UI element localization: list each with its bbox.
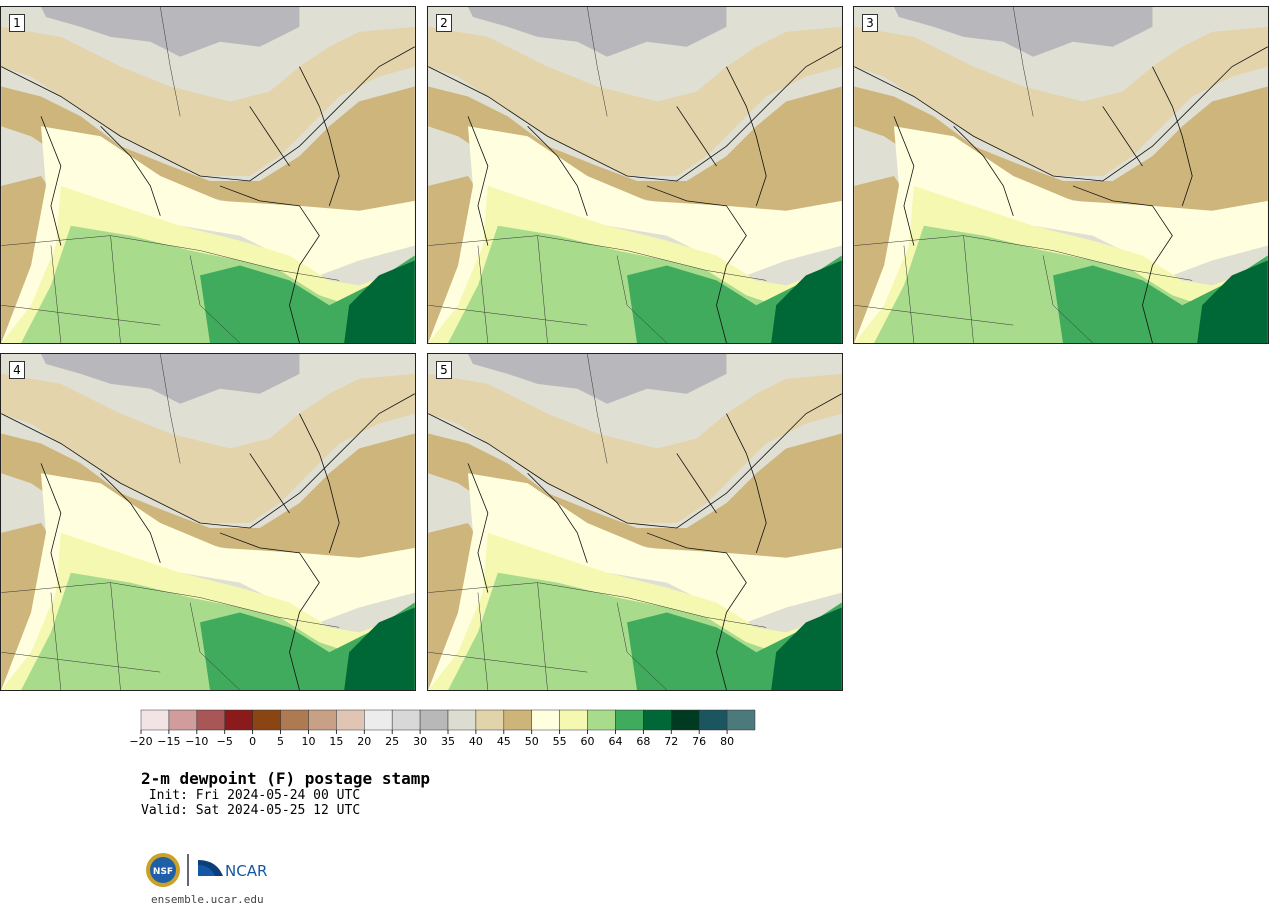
dewpoint-map-3 [854, 7, 1268, 343]
colorbar-tick-label: 35 [441, 735, 455, 748]
colorbar-tick-label: 76 [692, 735, 706, 748]
ncar-logo-text: NCAR [225, 862, 267, 880]
colorbar-swatch [308, 709, 337, 731]
dewpoint-map-5 [428, 354, 842, 690]
colorbar-tick-label: 40 [469, 735, 483, 748]
colorbar-swatch [419, 709, 449, 731]
panel-label: 2 [436, 14, 452, 32]
colorbar-swatch [698, 709, 728, 731]
colorbar-swatch [615, 709, 644, 731]
colorbar-tick-label: 80 [720, 735, 734, 748]
colorbar-swatch [559, 709, 588, 731]
colorbar-swatch [224, 709, 253, 731]
colorbar-tick-label: 10 [301, 735, 315, 748]
colorbar-tick-label: 30 [413, 735, 427, 748]
panel-label: 3 [862, 14, 878, 32]
site-url: ensemble.ucar.edu [151, 893, 264, 906]
colorbar-tick-label: 55 [553, 735, 567, 748]
dewpoint-map-4 [1, 354, 415, 690]
colorbar-swatch [643, 709, 672, 731]
colorbar-tick-label: 60 [581, 735, 595, 748]
colorbar-swatch [280, 709, 309, 731]
colorbar-tick-label: 64 [608, 735, 622, 748]
panel-label: 4 [9, 361, 25, 379]
colorbar-swatch [531, 709, 560, 731]
colorbar-swatch [252, 709, 281, 731]
colorbar-swatch [168, 709, 198, 731]
panel-label: 5 [436, 361, 452, 379]
colorbar-swatch [726, 709, 756, 731]
colorbar-swatch [475, 709, 505, 731]
init-time: Init: Fri 2024-05-24 00 UTC [141, 788, 361, 803]
colorbar-tick-label: 0 [249, 735, 256, 748]
colorbar-tick-label: 25 [385, 735, 399, 748]
colorbar-swatch [336, 709, 365, 731]
colorbar: −20 −15 −10 −5 0 5 10 15 20 25 30 35 40 45 50 55 60 64 68 7… [129, 709, 756, 748]
colorbar-svg: −20 −15 −10 −5 0 5 10 15 20 25 30 35 40 45 50 55 60 64 68 7… [129, 709, 756, 748]
colorbar-swatch [140, 709, 170, 731]
colorbar-tick-label: 20 [357, 735, 371, 748]
logos: NSF NCAR [145, 852, 275, 888]
figure-title: 2-m dewpoint (F) postage stamp [141, 769, 430, 788]
colorbar-tick-label: −5 [217, 735, 233, 748]
panel-2: 2 [427, 6, 843, 344]
colorbar-tick-label: 45 [497, 735, 511, 748]
dewpoint-map-2 [428, 7, 842, 343]
colorbar-swatch [503, 709, 532, 731]
panel-5: 5 [427, 353, 843, 691]
colorbar-swatch [671, 709, 700, 731]
colorbar-tick-label: −15 [157, 735, 180, 748]
panel-label: 1 [9, 14, 25, 32]
dewpoint-map-1 [1, 7, 415, 343]
panel-4: 4 [0, 353, 416, 691]
colorbar-tick-label: 50 [525, 735, 539, 748]
colorbar-tick-label: −10 [185, 735, 208, 748]
colorbar-tick-label: 15 [329, 735, 343, 748]
nsf-logo-text: NSF [153, 867, 173, 877]
colorbar-tick-label: 68 [636, 735, 650, 748]
colorbar-swatch [391, 709, 421, 731]
nsf-logo-icon: NSF [146, 853, 180, 887]
ncar-logo-icon: NCAR [198, 860, 267, 880]
colorbar-tick-label: −20 [129, 735, 152, 748]
colorbar-tick-label: 72 [664, 735, 678, 748]
valid-time: Valid: Sat 2024-05-25 12 UTC [141, 803, 361, 818]
colorbar-swatch [587, 709, 616, 731]
colorbar-swatch [364, 709, 393, 731]
panel-3: 3 [853, 6, 1269, 344]
colorbar-swatch [196, 709, 225, 731]
colorbar-tick-label: 5 [277, 735, 284, 748]
panel-1: 1 [0, 6, 416, 344]
colorbar-swatch [447, 709, 477, 731]
